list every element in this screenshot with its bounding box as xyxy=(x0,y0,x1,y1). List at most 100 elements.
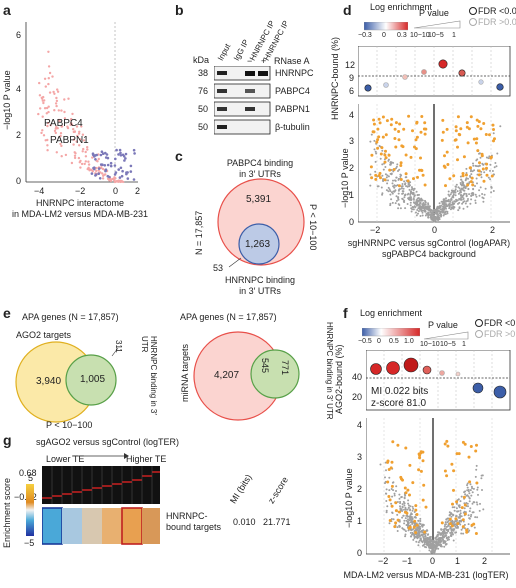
panel-f-point xyxy=(403,508,405,511)
panel-f-point xyxy=(465,502,468,504)
panel-d-point xyxy=(484,133,488,136)
panel-d-point xyxy=(396,163,399,166)
panel-d-colorbar xyxy=(364,22,408,31)
panel-d-point xyxy=(385,119,389,123)
panel-d-point xyxy=(397,196,400,199)
panel-d-ytick-4: 4 xyxy=(349,110,355,120)
panel-d-point xyxy=(414,138,418,142)
panel-f-point xyxy=(474,516,477,519)
panel-a-volcano xyxy=(25,22,138,184)
panel-f-point xyxy=(418,532,421,534)
panel-d-point xyxy=(454,194,457,197)
panel-d-point xyxy=(451,203,454,206)
panel-f-point xyxy=(407,529,410,532)
panel-d-point xyxy=(419,156,422,160)
panel-f-point xyxy=(404,446,408,450)
panel-d-point xyxy=(441,130,445,134)
panel-d-point xyxy=(470,176,474,180)
panel-d-point xyxy=(479,186,482,189)
panel-f-point xyxy=(424,505,428,509)
panel-f-point xyxy=(432,549,435,552)
panel-a-point xyxy=(120,174,124,178)
panel-d-point xyxy=(440,214,443,217)
panel-f-point xyxy=(451,513,454,516)
panel-f-point xyxy=(457,516,460,519)
panel-d-point xyxy=(369,140,372,143)
panel-d-point xyxy=(463,200,466,203)
panel-f-point xyxy=(388,476,391,479)
panel-d-point xyxy=(413,195,416,198)
panel-f-point xyxy=(411,509,414,512)
panel-f-point xyxy=(443,525,446,528)
panel-d-point xyxy=(393,184,396,187)
panel-f-point xyxy=(406,488,410,492)
panel-d-point xyxy=(489,169,491,172)
panel-f-point xyxy=(465,528,469,532)
panel-d-point xyxy=(456,115,460,119)
panel-f-point xyxy=(417,468,421,472)
panel-d-point xyxy=(372,118,376,122)
panel-f-point xyxy=(453,509,456,512)
panel-d-point xyxy=(423,121,427,125)
panel-f-point xyxy=(434,536,437,539)
panel-f-point xyxy=(462,532,465,535)
panel-d-point xyxy=(469,202,472,205)
panel-d-point xyxy=(472,164,475,167)
panel-f-point xyxy=(406,520,409,523)
panel-f-point xyxy=(475,468,478,471)
panel-d-ytick-1: 1 xyxy=(349,190,355,200)
panel-d-point xyxy=(406,203,409,205)
panel-f-point xyxy=(444,523,447,526)
panel-d-leg-tick-2: 0.3 xyxy=(397,32,407,39)
panel-a-point xyxy=(63,117,67,120)
panel-f-point xyxy=(408,525,412,529)
panel-a-point xyxy=(86,146,89,149)
panel-f-point xyxy=(392,489,395,492)
panel-a-point xyxy=(90,172,94,175)
panel-d-point xyxy=(465,193,468,195)
panel-f-point xyxy=(422,483,426,487)
panel-a-point xyxy=(57,109,60,112)
panel-a-point xyxy=(70,161,74,165)
panel-f-point xyxy=(443,540,445,543)
panel-f-point xyxy=(411,523,414,525)
panel-a-point xyxy=(72,138,76,141)
panel-d-point xyxy=(479,156,482,159)
panel-d-point xyxy=(384,166,387,168)
panel-f-point xyxy=(447,528,450,531)
panel-a-point xyxy=(99,163,103,166)
panel-d-point xyxy=(480,176,483,179)
panel-g-bin-dividers xyxy=(51,466,153,504)
panel-a-xtick-m2: −2 xyxy=(75,186,86,196)
panel-e-right-overlap: 545 xyxy=(260,358,270,374)
panel-f-point xyxy=(468,517,471,520)
panel-a-point xyxy=(87,160,90,163)
panel-f-point xyxy=(460,506,464,510)
panel-f-point xyxy=(463,512,467,516)
panel-d-point xyxy=(463,192,466,195)
panel-d-point xyxy=(429,215,432,218)
panel-f-point xyxy=(445,528,448,531)
panel-d-point xyxy=(381,174,384,177)
panel-d-point xyxy=(427,211,430,214)
panel-d-xtick-m2: −2 xyxy=(370,225,381,235)
panel-d-point xyxy=(395,167,397,170)
panel-f-point xyxy=(436,542,439,545)
panel-f-point xyxy=(450,515,453,518)
panel-d-point xyxy=(398,168,401,171)
panel-d-point xyxy=(404,183,406,186)
panel-f-point xyxy=(401,503,404,506)
panel-f-point xyxy=(393,494,396,497)
panel-d-point xyxy=(471,183,475,187)
panel-label-e: e xyxy=(3,305,11,321)
panel-f-point xyxy=(396,530,399,532)
panel-f-point xyxy=(421,525,424,528)
panel-d-point xyxy=(458,201,461,204)
panel-a-ylabel: −log10 P value xyxy=(2,70,12,130)
panel-f-point xyxy=(428,546,431,549)
panel-d-point xyxy=(453,202,456,205)
panel-a-point xyxy=(54,127,57,130)
panel-f-leg-tick-2: 0.5 xyxy=(389,338,399,345)
panel-d-point xyxy=(471,170,474,173)
panel-d-point xyxy=(482,122,486,125)
